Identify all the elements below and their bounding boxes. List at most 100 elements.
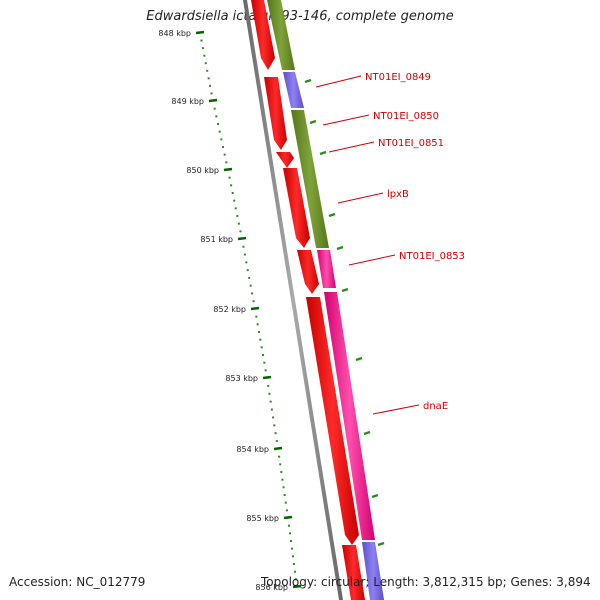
ruler-dot bbox=[289, 532, 291, 535]
ruler-dot bbox=[256, 323, 259, 326]
ruler-dot bbox=[283, 494, 286, 496]
backbone-track bbox=[243, 0, 343, 600]
ruler-dot bbox=[281, 478, 284, 481]
ruler-dot bbox=[234, 207, 237, 210]
ruler-dot bbox=[263, 361, 266, 364]
outer-ticks bbox=[304, 78, 385, 547]
ruler-dot bbox=[294, 570, 296, 573]
ruler-dot bbox=[279, 463, 282, 466]
ruler-dot bbox=[270, 408, 273, 411]
ruler-dot bbox=[203, 54, 206, 57]
ruler-dot bbox=[206, 69, 209, 72]
cog-segment-pink bbox=[317, 250, 336, 288]
ruler-tick-label: 854 kbp bbox=[236, 445, 269, 454]
cog-segment-purple bbox=[283, 72, 304, 108]
gene-leader-line bbox=[322, 114, 370, 126]
ruler-dot bbox=[218, 130, 221, 133]
ruler-dot bbox=[282, 486, 285, 489]
gene-leader-line bbox=[328, 141, 375, 153]
map-title: Edwardsiella ictaluri 93-146, complete g… bbox=[146, 9, 454, 24]
gene-labels: NT01EI_0849 NT01EI_0850 NT01EI_0851 lpxB NT0… bbox=[315, 72, 465, 415]
cds-arrow bbox=[251, 0, 275, 70]
gene-label[interactable]: NT01EI_0853 bbox=[399, 251, 465, 262]
ruler-dot bbox=[233, 199, 236, 202]
gene-label[interactable]: NT01EI_0849 bbox=[365, 72, 431, 83]
ruler-dot bbox=[243, 253, 246, 256]
cds-arrow bbox=[276, 152, 294, 168]
ruler-dot bbox=[237, 222, 240, 225]
ruler-dot bbox=[273, 424, 276, 427]
ruler-dot bbox=[230, 184, 233, 187]
ruler-dot bbox=[217, 123, 219, 125]
ruler-tick-label: 856 kbp bbox=[255, 583, 288, 592]
ruler-tick bbox=[273, 446, 283, 451]
gene-leader-line bbox=[337, 192, 384, 204]
ruler-dot bbox=[215, 115, 218, 118]
ruler-dot bbox=[236, 215, 239, 217]
ruler-dot bbox=[228, 176, 231, 179]
ruler-dot bbox=[246, 269, 249, 272]
ruler-tick bbox=[223, 167, 233, 172]
ruler-dot bbox=[248, 276, 251, 279]
ruler-dot bbox=[267, 384, 270, 387]
ruler-dot bbox=[291, 547, 293, 550]
cog-segment-pink bbox=[324, 292, 375, 540]
ruler-dot bbox=[262, 354, 264, 356]
accession-text: Accession: NC_012779 bbox=[9, 575, 146, 589]
ruler-tick bbox=[262, 375, 272, 380]
ruler-dot bbox=[245, 261, 248, 264]
ruler-dot bbox=[288, 524, 290, 527]
gene-label[interactable]: lpxB bbox=[387, 189, 409, 200]
ruler-tick-label: 853 kbp bbox=[225, 374, 258, 383]
ruler-dot bbox=[274, 432, 277, 435]
ruler-tick bbox=[208, 98, 218, 103]
ruler-dot bbox=[207, 77, 210, 80]
gene-leader-line bbox=[372, 404, 420, 415]
gene-leader-line bbox=[315, 75, 362, 88]
ruler-dot bbox=[255, 315, 258, 318]
ruler-dot bbox=[252, 300, 255, 303]
cog-segment-purple bbox=[362, 542, 384, 600]
ruler: 848 kbp 849 kbp 850 kbp 851 kbp 852 kbp 853 k… bbox=[158, 29, 302, 592]
ruler-dot bbox=[220, 138, 223, 141]
ruler-dot bbox=[213, 107, 216, 110]
ruler-dot bbox=[292, 555, 294, 558]
ruler-tick-label: 849 kbp bbox=[171, 97, 204, 106]
ruler-dot bbox=[251, 292, 254, 295]
gene-label[interactable]: NT01EI_0851 bbox=[378, 138, 444, 149]
ruler-dot bbox=[209, 84, 212, 87]
ruler-tick bbox=[250, 306, 260, 311]
ruler-dot bbox=[223, 153, 226, 156]
ruler-tick-label: 851 kbp bbox=[200, 235, 233, 244]
gene-label[interactable]: dnaE bbox=[423, 401, 448, 412]
ruler-dot bbox=[278, 455, 281, 458]
ruler-tick bbox=[283, 515, 293, 520]
ruler-dot bbox=[269, 400, 272, 403]
ruler-dot bbox=[293, 563, 295, 565]
ruler-dot bbox=[231, 192, 234, 194]
cds-arrow bbox=[283, 168, 310, 248]
ruler-tick-label: 852 kbp bbox=[213, 305, 246, 314]
ruler-tick bbox=[292, 584, 302, 589]
ruler-tick-label: 848 kbp bbox=[158, 29, 191, 38]
ruler-dot bbox=[290, 540, 292, 542]
gene-label[interactable]: NT01EI_0850 bbox=[373, 111, 439, 122]
cds-arrow bbox=[306, 297, 359, 545]
ruler-tick-label: 855 kbp bbox=[246, 514, 279, 523]
ruler-dot bbox=[200, 39, 203, 42]
ruler-dot bbox=[258, 331, 260, 333]
ruler-dot bbox=[260, 346, 263, 349]
cog-segment-green bbox=[291, 110, 329, 248]
ruler-dot bbox=[210, 92, 213, 95]
ruler-dot bbox=[284, 501, 287, 504]
ruler-dot bbox=[201, 47, 204, 50]
ruler-dot bbox=[225, 161, 228, 164]
gene-leader-line bbox=[348, 254, 396, 266]
ruler-dots bbox=[200, 39, 297, 581]
ruler-dot bbox=[264, 369, 267, 372]
ruler-dot bbox=[249, 284, 252, 287]
cog-segment-green bbox=[267, 0, 295, 70]
ruler-dot bbox=[285, 509, 288, 512]
ruler-dot bbox=[239, 230, 242, 233]
